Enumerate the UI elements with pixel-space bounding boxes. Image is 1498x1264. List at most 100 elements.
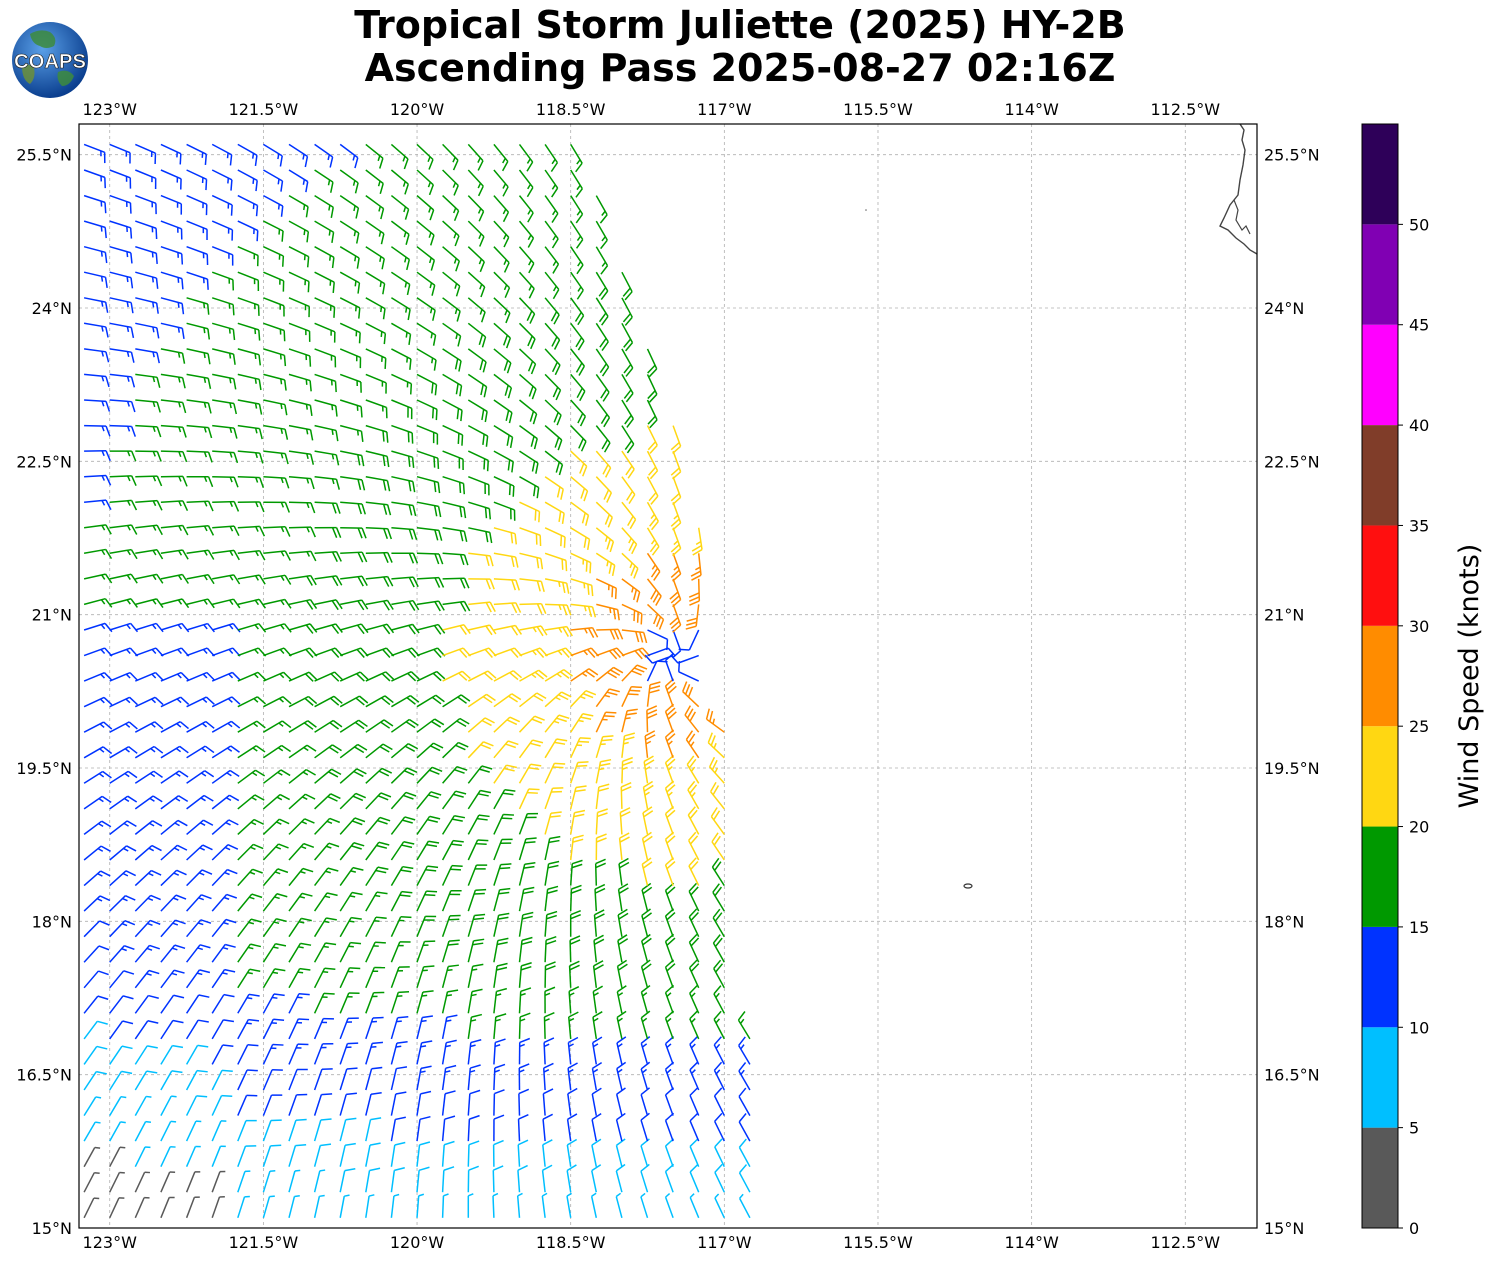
- wind-barb: [83, 945, 110, 963]
- wind-barb: [518, 739, 544, 759]
- wind-barb: [618, 832, 630, 861]
- wind-barb: [544, 787, 564, 810]
- wind-barb: [416, 169, 435, 196]
- wind-barb: [493, 476, 515, 497]
- wind-barb: [365, 891, 388, 912]
- wind-barb: [135, 475, 163, 487]
- wind-barb: [160, 795, 189, 810]
- lat-tick-label: 21°N: [32, 606, 72, 625]
- wind-barb: [641, 857, 653, 886]
- wind-barb: [288, 526, 316, 538]
- wind-barb: [416, 1065, 432, 1091]
- wind-barb: [339, 1142, 356, 1167]
- lon-tick-label: 118.5°W: [536, 100, 606, 119]
- wind-barb: [517, 1139, 529, 1167]
- wind-barb: [237, 271, 260, 292]
- wind-barb: [416, 143, 434, 170]
- wind-barb: [441, 989, 459, 1014]
- wind-barb: [646, 501, 659, 531]
- wind-barb: [687, 780, 700, 810]
- wind-barb: [493, 1038, 506, 1065]
- wind-barb: [160, 721, 189, 733]
- colorbar-bin: [1362, 826, 1398, 927]
- wind-barb: [570, 737, 591, 759]
- wind-barb: [596, 647, 625, 660]
- wind-barb: [570, 668, 599, 682]
- wind-barb: [340, 575, 368, 587]
- wind-barb: [670, 553, 682, 582]
- wind-barb: [365, 169, 384, 195]
- colorbar-bin: [1362, 124, 1398, 225]
- wind-barb: [518, 195, 534, 223]
- wind-barb: [135, 499, 163, 511]
- lat-tick-label: 16.5°N: [16, 1066, 72, 1085]
- wind-barb: [109, 870, 137, 887]
- wind-barb: [391, 297, 411, 321]
- wind-barb: [519, 373, 537, 400]
- wind-barb: [493, 578, 521, 591]
- colorbar-label: Wind Speed (knots): [1454, 544, 1485, 809]
- wind-barb: [288, 220, 310, 243]
- wind-barb: [544, 860, 560, 886]
- wind-barb: [83, 524, 112, 535]
- wind-barb: [262, 943, 287, 963]
- wind-barb: [640, 1010, 651, 1040]
- wind-barb: [493, 399, 513, 424]
- wind-barb: [416, 840, 440, 861]
- wind-barb: [263, 246, 285, 267]
- wind-barb: [416, 501, 442, 518]
- wind-barb: [519, 603, 547, 615]
- wind-barb: [237, 745, 266, 759]
- wind-barb: [160, 475, 188, 487]
- wind-barb: [640, 959, 652, 989]
- wind-barb: [640, 1061, 651, 1091]
- wind-barb: [664, 729, 676, 759]
- wind-barb: [390, 1193, 400, 1218]
- wind-barb: [441, 1166, 455, 1193]
- wind-barb: [288, 373, 312, 392]
- colorbar-tick-label: 30: [1409, 617, 1429, 636]
- wind-barb: [83, 696, 113, 708]
- wind-barb: [596, 628, 624, 640]
- wind-barb: [390, 742, 419, 759]
- wind-barb: [618, 857, 630, 886]
- wind-barb: [416, 815, 441, 835]
- wind-barb: [211, 794, 240, 810]
- wind-barb: [135, 373, 161, 388]
- lon-axis-bottom: 123°W 121.5°W 120°W 118.5°W 117°W 115.5°W 114°…: [83, 1233, 1221, 1252]
- wind-barb: [442, 741, 469, 759]
- wind-barb: [441, 1115, 456, 1142]
- wind-barb: [416, 915, 437, 937]
- wind-barb: [688, 908, 700, 938]
- wind-barb: [186, 220, 208, 241]
- wind-barb: [664, 780, 676, 810]
- wind-barb: [519, 501, 541, 523]
- wind-barb: [185, 1145, 201, 1167]
- wind-barb: [518, 911, 534, 937]
- wind-barb: [615, 1192, 623, 1218]
- wind-barb: [211, 622, 241, 633]
- wind-barb: [314, 475, 341, 490]
- wind-barb: [340, 501, 366, 515]
- wind-barb: [185, 1069, 208, 1091]
- wind-barb: [160, 322, 185, 340]
- wind-barb: [263, 271, 285, 292]
- wind-barb: [212, 373, 237, 390]
- lat-tick-label: 22.5°N: [16, 452, 72, 471]
- wind-barb: [185, 1095, 208, 1116]
- wind-barb: [621, 578, 641, 603]
- wind-barb: [134, 1171, 151, 1193]
- wind-barb: [738, 1193, 751, 1219]
- wind-barb: [416, 623, 446, 635]
- wind-barb: [664, 1192, 674, 1219]
- wind-barb: [109, 795, 138, 810]
- wind-barb: [468, 501, 492, 520]
- wind-barb: [160, 373, 186, 389]
- wind-barb: [441, 790, 467, 810]
- wind-barb: [339, 743, 368, 759]
- wind-barb: [616, 1061, 627, 1091]
- wind-barb: [135, 647, 164, 657]
- wind-barb: [160, 622, 190, 633]
- wind-barb: [391, 322, 412, 346]
- wind-barb: [493, 527, 518, 545]
